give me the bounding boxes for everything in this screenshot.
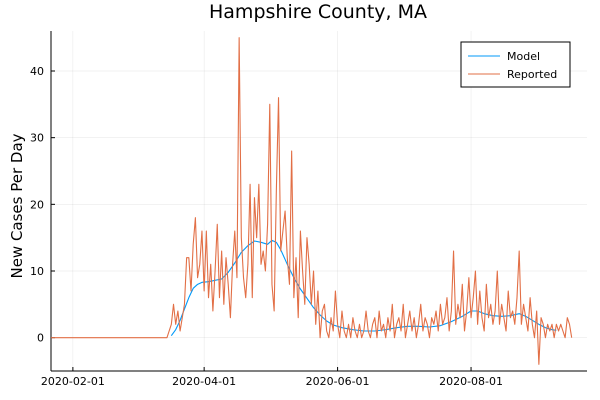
legend-label-model: Model bbox=[507, 50, 540, 63]
x-tick-label: 2020-08-01 bbox=[439, 375, 503, 388]
legend-label-reported: Reported bbox=[507, 68, 557, 81]
chart-title: Hampshire County, MA bbox=[209, 1, 427, 23]
series-line-reported bbox=[51, 37, 573, 365]
legend-box bbox=[460, 41, 571, 88]
grid bbox=[51, 31, 587, 371]
tick-labels: 0 10 20 30 40 2020-02-01 2020-04-01 2020-06-01 2… bbox=[30, 65, 503, 388]
series-line-model bbox=[170, 239, 557, 336]
x-tick-label: 2020-02-01 bbox=[41, 375, 105, 388]
x-tick-label: 2020-04-01 bbox=[172, 375, 236, 388]
legend: Model Reported bbox=[460, 41, 571, 88]
y-axis-label: New Cases Per Day bbox=[8, 133, 26, 278]
x-tick-label: 2020-06-01 bbox=[306, 375, 370, 388]
plot-series bbox=[51, 37, 573, 365]
y-tick-label: 20 bbox=[30, 198, 44, 211]
y-tick-label: 0 bbox=[37, 332, 44, 345]
y-tick-label: 30 bbox=[30, 132, 44, 145]
y-tick-label: 40 bbox=[30, 65, 44, 78]
y-tick-label: 10 bbox=[30, 265, 44, 278]
